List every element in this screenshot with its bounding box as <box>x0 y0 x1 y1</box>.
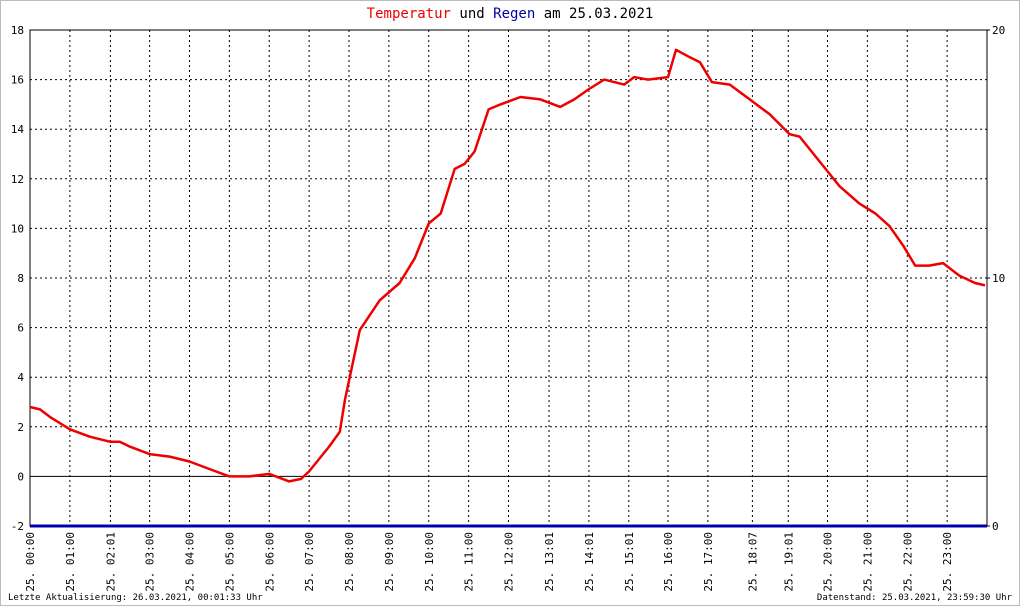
x-tick-label: 25. 22:00 <box>901 532 914 592</box>
x-tick-label: 25. 05:00 <box>223 532 236 592</box>
x-tick-label: 25. 12:00 <box>503 532 516 592</box>
x-tick-label: 25. 19:01 <box>782 532 795 592</box>
x-tick-label: 25. 06:00 <box>263 532 276 592</box>
y2-tick-label: 20 <box>992 24 1005 37</box>
y-tick-label: 2 <box>17 421 24 434</box>
x-tick-label: 25. 11:00 <box>463 532 476 592</box>
x-tick-label: 25. 03:00 <box>144 532 157 592</box>
x-tick-label: 25. 02:01 <box>104 532 117 592</box>
footer-right: Datenstand: 25.03.2021, 23:59:30 Uhr <box>817 593 1013 603</box>
title-part: Regen <box>493 6 535 22</box>
title-part: Temperatur <box>367 6 451 22</box>
y-tick-label: 4 <box>17 371 24 384</box>
x-tick-label: 25. 01:00 <box>64 532 77 592</box>
series-line <box>29 48 986 483</box>
x-tick-label: 25. 07:00 <box>303 532 316 592</box>
x-tick-label: 25. 08:00 <box>343 532 356 592</box>
x-tick-label: 25. 10:00 <box>423 532 436 592</box>
y-tick-label: 18 <box>11 24 24 37</box>
x-tick-label: 25. 14:01 <box>583 532 596 592</box>
y-tick-label: 16 <box>11 74 24 87</box>
x-tick-label: 25. 09:00 <box>383 532 396 592</box>
title-part: und <box>459 6 484 22</box>
y-tick-label: 14 <box>11 123 25 136</box>
x-tick-label: 25. 04:00 <box>184 532 197 592</box>
x-tick-label: 25. 23:00 <box>941 532 954 592</box>
x-tick-label: 25. 13:01 <box>543 532 556 592</box>
y-tick-label: 10 <box>11 222 24 235</box>
x-tick-label: 25. 17:00 <box>702 532 715 592</box>
x-tick-label: 25. 21:00 <box>861 532 874 592</box>
y2-tick-label: 0 <box>992 520 999 533</box>
y-tick-label: 8 <box>17 272 24 285</box>
y-tick-label: 6 <box>17 322 24 335</box>
y-tick-label: 0 <box>17 470 24 483</box>
x-tick-label: 25. 20:00 <box>822 532 835 592</box>
x-tick-label: 25. 16:00 <box>662 532 675 592</box>
title-part: am 25.03.2021 <box>544 6 654 22</box>
x-tick-label: 25. 18:07 <box>746 532 759 592</box>
chart-title: Temperatur und Regen am 25.03.2021 <box>367 6 654 22</box>
y-tick-label: -2 <box>11 520 24 533</box>
x-tick-label: 25. 15:01 <box>623 532 636 592</box>
x-tick-label: 25. 00:00 <box>24 532 37 592</box>
y2-tick-label: 10 <box>992 272 1005 285</box>
footer-left: Letzte Aktualisierung: 26.03.2021, 00:01… <box>8 593 263 603</box>
y-tick-label: 12 <box>11 173 24 186</box>
